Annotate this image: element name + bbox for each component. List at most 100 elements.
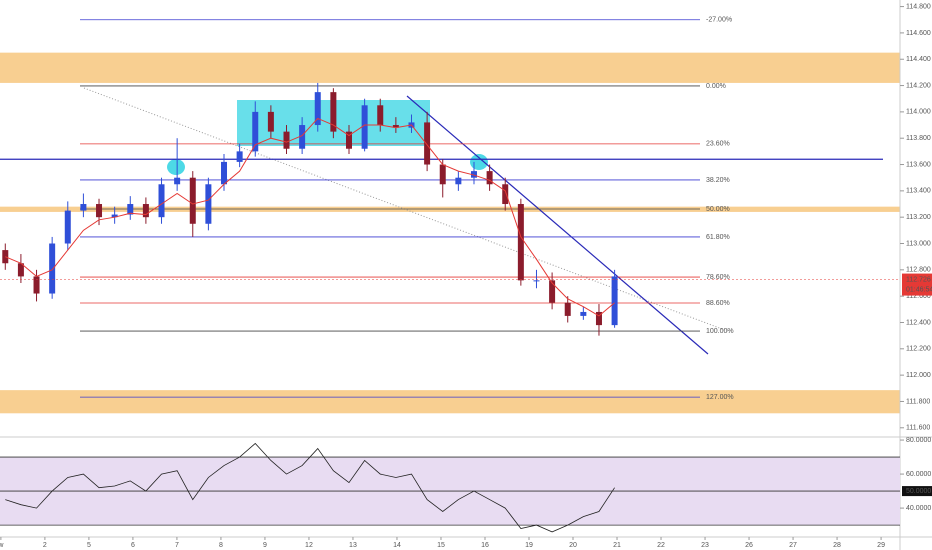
rsi-tick-label: 40.0000 xyxy=(906,505,931,512)
y-tick-label: 113.000 xyxy=(906,240,931,247)
candle-body xyxy=(142,204,149,218)
x-tick-label: 2 xyxy=(43,542,47,549)
last-price-box xyxy=(902,273,932,296)
y-tick-label: 114.200 xyxy=(906,82,931,89)
candle-body xyxy=(549,280,556,303)
fib-label: 38.20% xyxy=(706,177,730,184)
fib-label: 61.80% xyxy=(706,234,730,241)
fib-label: 0.00% xyxy=(706,83,726,90)
zone xyxy=(0,52,900,83)
candle-body xyxy=(424,122,431,165)
candle-body xyxy=(80,204,87,211)
candle-body xyxy=(252,111,259,152)
x-tick-label: 15 xyxy=(437,542,445,549)
candle-body xyxy=(455,177,462,185)
y-tick-label: 114.400 xyxy=(906,56,931,63)
trend-line xyxy=(83,87,731,333)
x-tick-label: 26 xyxy=(745,542,753,549)
fib-label: 100.00% xyxy=(706,328,734,335)
candle-body xyxy=(533,280,540,282)
rsi-line xyxy=(5,442,615,533)
countdown: 01:46:54 xyxy=(906,286,932,293)
highlight xyxy=(167,159,185,175)
candle-body xyxy=(517,204,524,281)
zone xyxy=(0,390,900,414)
x-tick-label: 16 xyxy=(481,542,489,549)
candle-body xyxy=(345,131,352,149)
x-tick-label: 21 xyxy=(613,542,621,549)
candle-body xyxy=(158,184,165,218)
candle-body xyxy=(314,92,321,126)
x-tick-label: 13 xyxy=(349,542,357,549)
y-tick-label: 113.800 xyxy=(906,135,931,142)
x-tick-label: 14 xyxy=(393,542,401,549)
candle-body xyxy=(17,263,24,277)
fib-label: -27.00% xyxy=(706,17,732,24)
candle-body xyxy=(595,311,602,326)
candle-body xyxy=(236,151,243,162)
y-tick-label: 112.400 xyxy=(906,319,931,326)
candle-body xyxy=(267,111,274,132)
candle-body xyxy=(221,161,228,185)
highlight xyxy=(470,154,488,170)
candle-body xyxy=(486,171,493,185)
fib-label: 88.60% xyxy=(706,300,730,307)
fib-label: 50.00% xyxy=(706,206,730,213)
x-tick-label: w xyxy=(0,542,4,549)
candle-body xyxy=(377,105,384,126)
y-tick-label: 112.600 xyxy=(906,293,931,300)
x-tick-label: 5 xyxy=(87,542,91,549)
candle-body xyxy=(439,164,446,185)
candle-body xyxy=(392,125,399,128)
rsi-mid-box xyxy=(902,486,932,497)
rsi-mid-label: 50.0000 xyxy=(906,488,931,495)
y-tick-label: 113.400 xyxy=(906,188,931,195)
y-tick-label: 111.800 xyxy=(906,398,930,405)
candle-body xyxy=(189,177,196,224)
x-tick-label: 12 xyxy=(305,542,313,549)
x-tick-label: 19 xyxy=(525,542,533,549)
candle-body xyxy=(49,243,56,294)
y-tick-label: 112.000 xyxy=(906,372,931,379)
moving-average xyxy=(5,117,615,317)
y-tick-label: 111.600 xyxy=(906,425,930,432)
x-tick-label: 7 xyxy=(175,542,179,549)
x-tick-label: 28 xyxy=(833,542,841,549)
fib-label: 23.60% xyxy=(706,141,730,148)
x-tick-label: 8 xyxy=(219,542,223,549)
x-tick-label: 6 xyxy=(131,542,135,549)
candle-body xyxy=(330,92,337,132)
y-tick-label: 114.800 xyxy=(906,3,931,10)
x-tick-label: 22 xyxy=(657,542,665,549)
y-tick-label: 114.600 xyxy=(906,30,931,37)
candle-body xyxy=(33,276,40,294)
candle-body xyxy=(283,131,290,149)
x-tick-label: 23 xyxy=(701,542,709,549)
candle-body xyxy=(299,125,306,149)
candle-body xyxy=(580,311,587,316)
candle-body xyxy=(127,204,134,215)
y-tick-label: 113.200 xyxy=(906,214,931,221)
trend-line xyxy=(406,95,709,355)
y-tick-label: 113.600 xyxy=(906,161,931,168)
y-tick-label: 114.000 xyxy=(906,109,931,116)
candle-body xyxy=(205,184,212,224)
last-price-label: 112.726 xyxy=(906,276,931,283)
candle-body xyxy=(174,177,181,185)
x-tick-label: 9 xyxy=(263,542,267,549)
candle-body xyxy=(361,105,368,149)
candle-body xyxy=(64,210,71,244)
candle-body xyxy=(502,184,509,205)
candle-body xyxy=(96,204,103,218)
candle-body xyxy=(470,171,477,178)
candle-body xyxy=(111,214,118,218)
candle-body xyxy=(564,302,571,316)
fib-label: 78.60% xyxy=(706,274,730,281)
x-tick-label: 27 xyxy=(789,542,797,549)
y-tick-label: 112.800 xyxy=(906,267,931,274)
x-tick-label: 20 xyxy=(569,542,577,549)
rsi-tick-label: 80.0000 xyxy=(906,437,931,444)
y-tick-label: 112.200 xyxy=(906,346,931,353)
candle-body xyxy=(611,276,618,326)
rsi-tick-label: 60.0000 xyxy=(906,471,931,478)
